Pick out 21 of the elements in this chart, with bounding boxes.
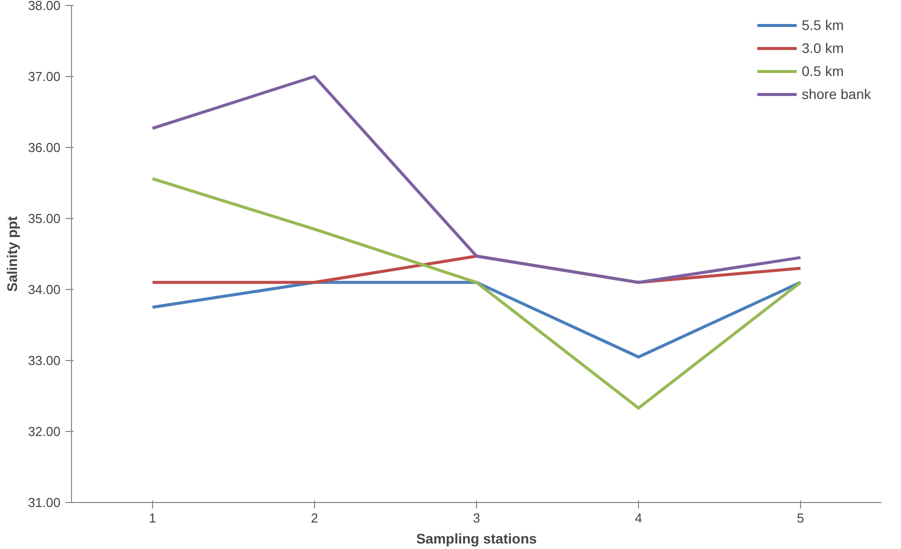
legend-label: 3.0 km	[802, 40, 844, 56]
y-tick-label: 33.00	[28, 353, 61, 368]
line-series	[151, 75, 802, 284]
x-axis-title: Sampling stations	[416, 530, 537, 546]
y-tick-label: 37.00	[28, 69, 61, 84]
y-tick-label: 38.00	[28, 0, 61, 13]
y-tick-label: 31.00	[28, 495, 61, 510]
y-tick-label: 34.00	[28, 282, 61, 297]
y-tick-label: 32.00	[28, 424, 61, 439]
x-tick-label: 5	[796, 510, 804, 526]
x-tick-label: 2	[310, 510, 318, 526]
x-tick-label: 4	[634, 510, 642, 526]
y-tick-label: 36.00	[28, 140, 61, 155]
y-tick-label: 35.00	[28, 211, 61, 226]
x-tick-label: 1	[148, 510, 156, 526]
y-axis-title: Salinity ppt	[4, 216, 20, 292]
line-series	[151, 177, 802, 410]
legend-label: shore bank	[802, 86, 871, 102]
legend-label: 0.5 km	[802, 63, 844, 79]
x-tick-label: 3	[472, 510, 480, 526]
legend-label: 5.5 km	[802, 17, 844, 33]
